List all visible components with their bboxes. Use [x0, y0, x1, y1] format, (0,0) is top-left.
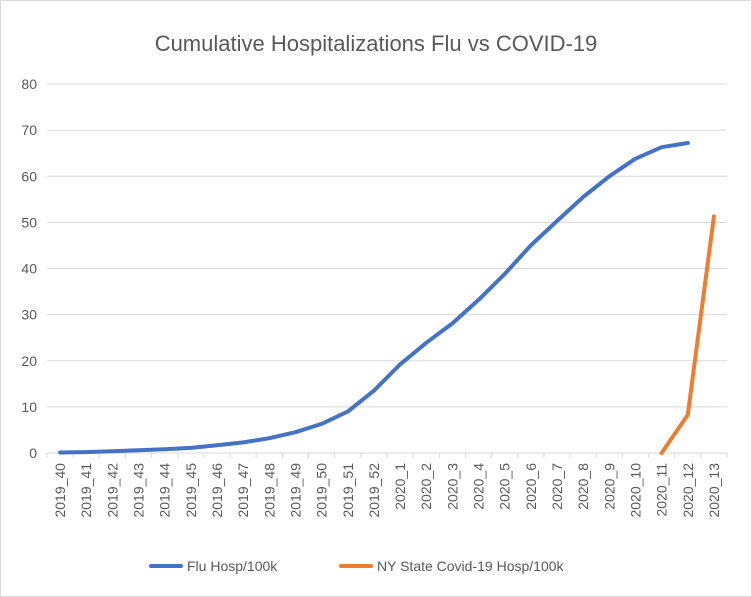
y-tick-label: 50	[21, 214, 37, 230]
y-tick-label: 20	[21, 353, 37, 369]
x-tick-label: 2020_12	[680, 463, 696, 518]
x-tick-label: 2019_40	[52, 463, 68, 518]
x-tick-label: 2019_49	[287, 463, 303, 518]
x-tick-label: 2020_7	[549, 463, 565, 510]
gridlines	[47, 83, 727, 454]
x-tick-label: 2020_8	[575, 463, 591, 510]
x-tick-label: 2020_6	[523, 463, 539, 510]
y-tick-label: 0	[29, 445, 37, 461]
x-tick-label: 2020_11	[654, 463, 670, 517]
x-axis: 2019_40 2019_41 2019_42 2019_43 2019_44 2019_…	[46, 453, 728, 518]
x-tick-label: 2019_44	[157, 463, 173, 518]
y-tick-label: 60	[21, 168, 37, 184]
legend-label: Flu Hosp/100k	[187, 558, 278, 574]
y-tick-label: 80	[21, 76, 37, 92]
x-tick-label: 2019_42	[104, 463, 120, 518]
x-tick-label: 2020_4	[471, 463, 487, 510]
legend-label: NY State Covid-19 Hosp/100k	[377, 558, 565, 574]
x-tick-label: 2020_1	[392, 463, 408, 510]
x-tick-label: 2020_2	[418, 463, 434, 510]
series-lines	[58, 141, 716, 455]
x-tick-label: 2019_47	[235, 463, 251, 518]
y-tick-label: 40	[21, 261, 37, 277]
x-tick-label: 2019_41	[78, 463, 94, 518]
x-tick-label: 2020_3	[444, 463, 460, 510]
x-tick-label: 2019_43	[131, 463, 147, 518]
series-line-flu	[58, 141, 690, 455]
x-tick-label: 2019_45	[183, 463, 199, 518]
x-tick-label: 2019_46	[209, 463, 225, 518]
y-tick-label: 10	[21, 399, 37, 415]
series-line-covid	[659, 214, 716, 455]
x-tick-label: 2020_9	[601, 463, 617, 510]
chart-title: Cumulative Hospitalizations Flu vs COVID…	[155, 31, 598, 56]
x-tick-label: 2020_5	[497, 463, 513, 510]
y-tick-label: 70	[21, 122, 37, 138]
y-axis-ticks: 0 10 20 30 40 50 60 70 80	[21, 76, 37, 461]
x-tick-label: 2020_10	[627, 463, 643, 518]
y-tick-label: 30	[21, 307, 37, 323]
x-tick-label: 2019_50	[314, 463, 330, 518]
x-tick-label: 2019_52	[366, 463, 382, 518]
legend: Flu Hosp/100k NY State Covid-19 Hosp/100k	[149, 558, 565, 574]
x-tick-label: 2019_51	[340, 463, 356, 518]
x-tick-label: 2020_13	[706, 463, 722, 518]
x-tick-label: 2019_48	[261, 463, 277, 518]
